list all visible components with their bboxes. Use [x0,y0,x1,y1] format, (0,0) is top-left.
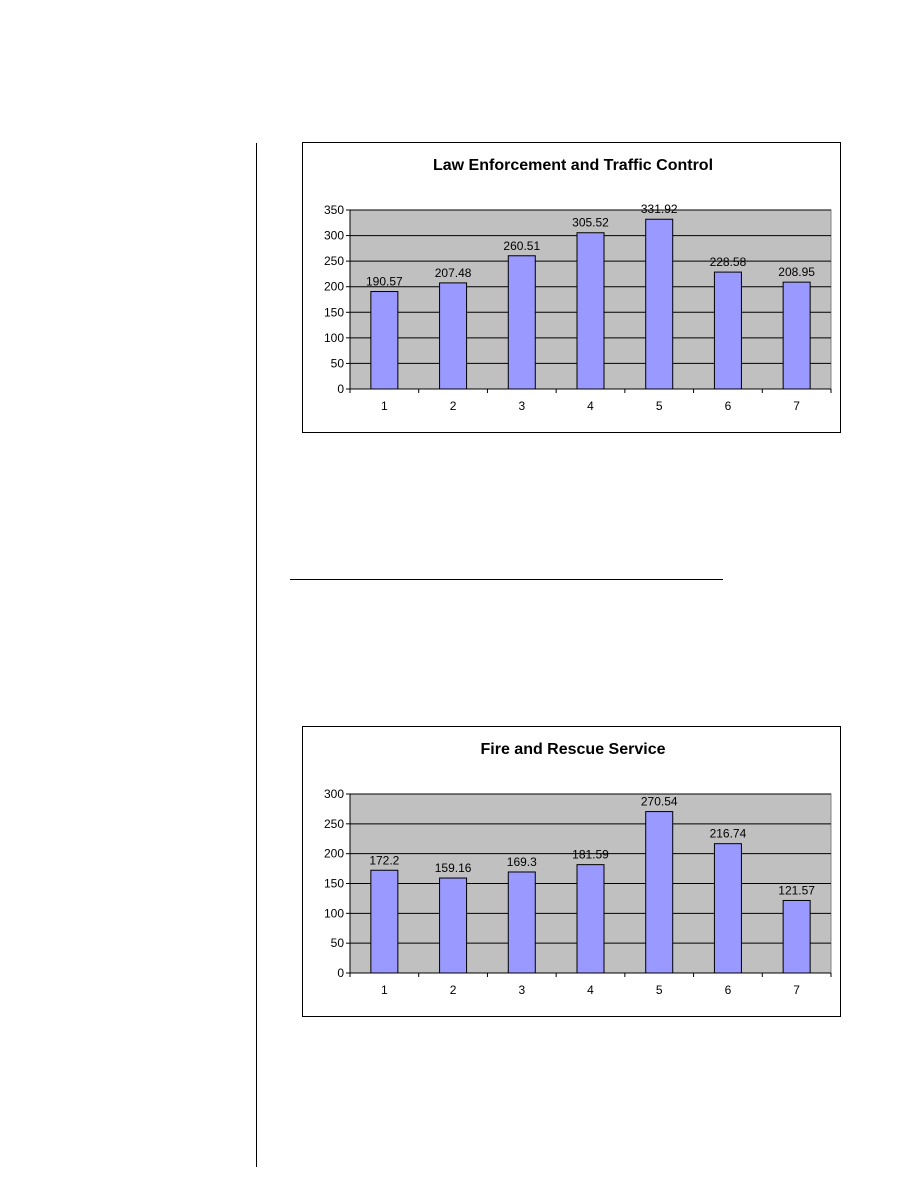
law-x-tick-label-3: 3 [518,399,525,413]
fire-data-label-1: 172.2 [369,853,399,867]
law-y-tick-label-0: 0 [337,382,344,396]
law-x-tick-label-7: 7 [793,399,800,413]
fire-x-tick-label-4: 4 [587,983,594,997]
law-enforcement-chart: Law Enforcement and Traffic Control 0 50 10… [302,142,841,433]
fire-bar-3 [507,871,536,974]
fire-y-tick-label-50: 50 [331,936,345,950]
law-x-tick-label-4: 4 [587,399,594,413]
law-data-label-5: 331.92 [641,202,678,216]
fire-x-tick-label-5: 5 [656,983,663,997]
fire-data-label-7: 121.57 [778,883,815,897]
fire-bar-4 [576,864,605,974]
fire-bar-5 [645,811,674,974]
fire-bar-1 [370,869,399,974]
fire-y-tick-label-150: 150 [324,877,344,891]
law-y-tick-label-350: 350 [324,203,344,217]
law-y-tick-label-150: 150 [324,305,344,319]
section-separator-line [290,579,723,580]
law-data-label-6: 228.58 [710,255,747,269]
law-y-tick-label-250: 250 [324,254,344,268]
fire-bar-2 [439,877,468,974]
fire-y-tick-label-100: 100 [324,906,344,920]
fire-data-label-5: 270.54 [641,795,678,809]
fire-y-tick-label-250: 250 [324,817,344,831]
law-data-label-1: 190.57 [366,275,403,289]
law-bar-2 [439,282,468,390]
fire-x-tick-label-1: 1 [381,983,388,997]
law-x-tick-label-2: 2 [450,399,457,413]
fire-data-label-2: 159.16 [435,861,472,875]
fire-y-tick-label-200: 200 [324,847,344,861]
law-y-tick-label-300: 300 [324,229,344,243]
fire-rescue-chart: Fire and Rescue Service 0 50 100 150 200 250 30… [302,726,841,1017]
law-enforcement-chart-svg: Law Enforcement and Traffic Control 0 50 10… [324,157,832,413]
law-bar-6 [713,271,742,390]
law-bar-7 [782,281,811,390]
fire-data-label-4: 181.59 [572,848,609,862]
law-data-label-3: 260.51 [503,239,540,253]
fire-chart-title: Fire and Rescue Service [481,741,666,758]
fire-data-label-3: 169.3 [507,855,537,869]
law-chart-title: Law Enforcement and Traffic Control [433,157,713,174]
law-bar-3 [507,255,536,390]
fire-data-label-6: 216.74 [710,827,747,841]
page-margin-rule [256,143,257,1167]
law-x-tick-label-6: 6 [725,399,732,413]
law-y-tick-label-100: 100 [324,331,344,345]
fire-x-tick-label-7: 7 [793,983,800,997]
fire-x-tick-label-6: 6 [725,983,732,997]
law-bar-4 [576,232,605,390]
fire-y-tick-label-300: 300 [324,787,344,801]
law-x-tick-label-5: 5 [656,399,663,413]
fire-rescue-chart-svg: Fire and Rescue Service 0 50 100 150 200 250 30… [324,741,832,997]
fire-bar-6 [713,843,742,974]
law-bar-1 [370,291,399,390]
fire-y-tick-label-0: 0 [337,966,344,980]
law-data-label-4: 305.52 [572,216,609,230]
law-data-label-2: 207.48 [435,266,472,280]
fire-x-tick-label-3: 3 [518,983,525,997]
law-y-tick-label-200: 200 [324,280,344,294]
fire-x-tick-label-2: 2 [450,983,457,997]
law-x-tick-label-1: 1 [381,399,388,413]
law-y-tick-label-50: 50 [331,356,345,370]
law-bar-5 [645,218,674,390]
fire-bar-7 [782,899,811,974]
law-data-label-7: 208.95 [778,265,815,279]
